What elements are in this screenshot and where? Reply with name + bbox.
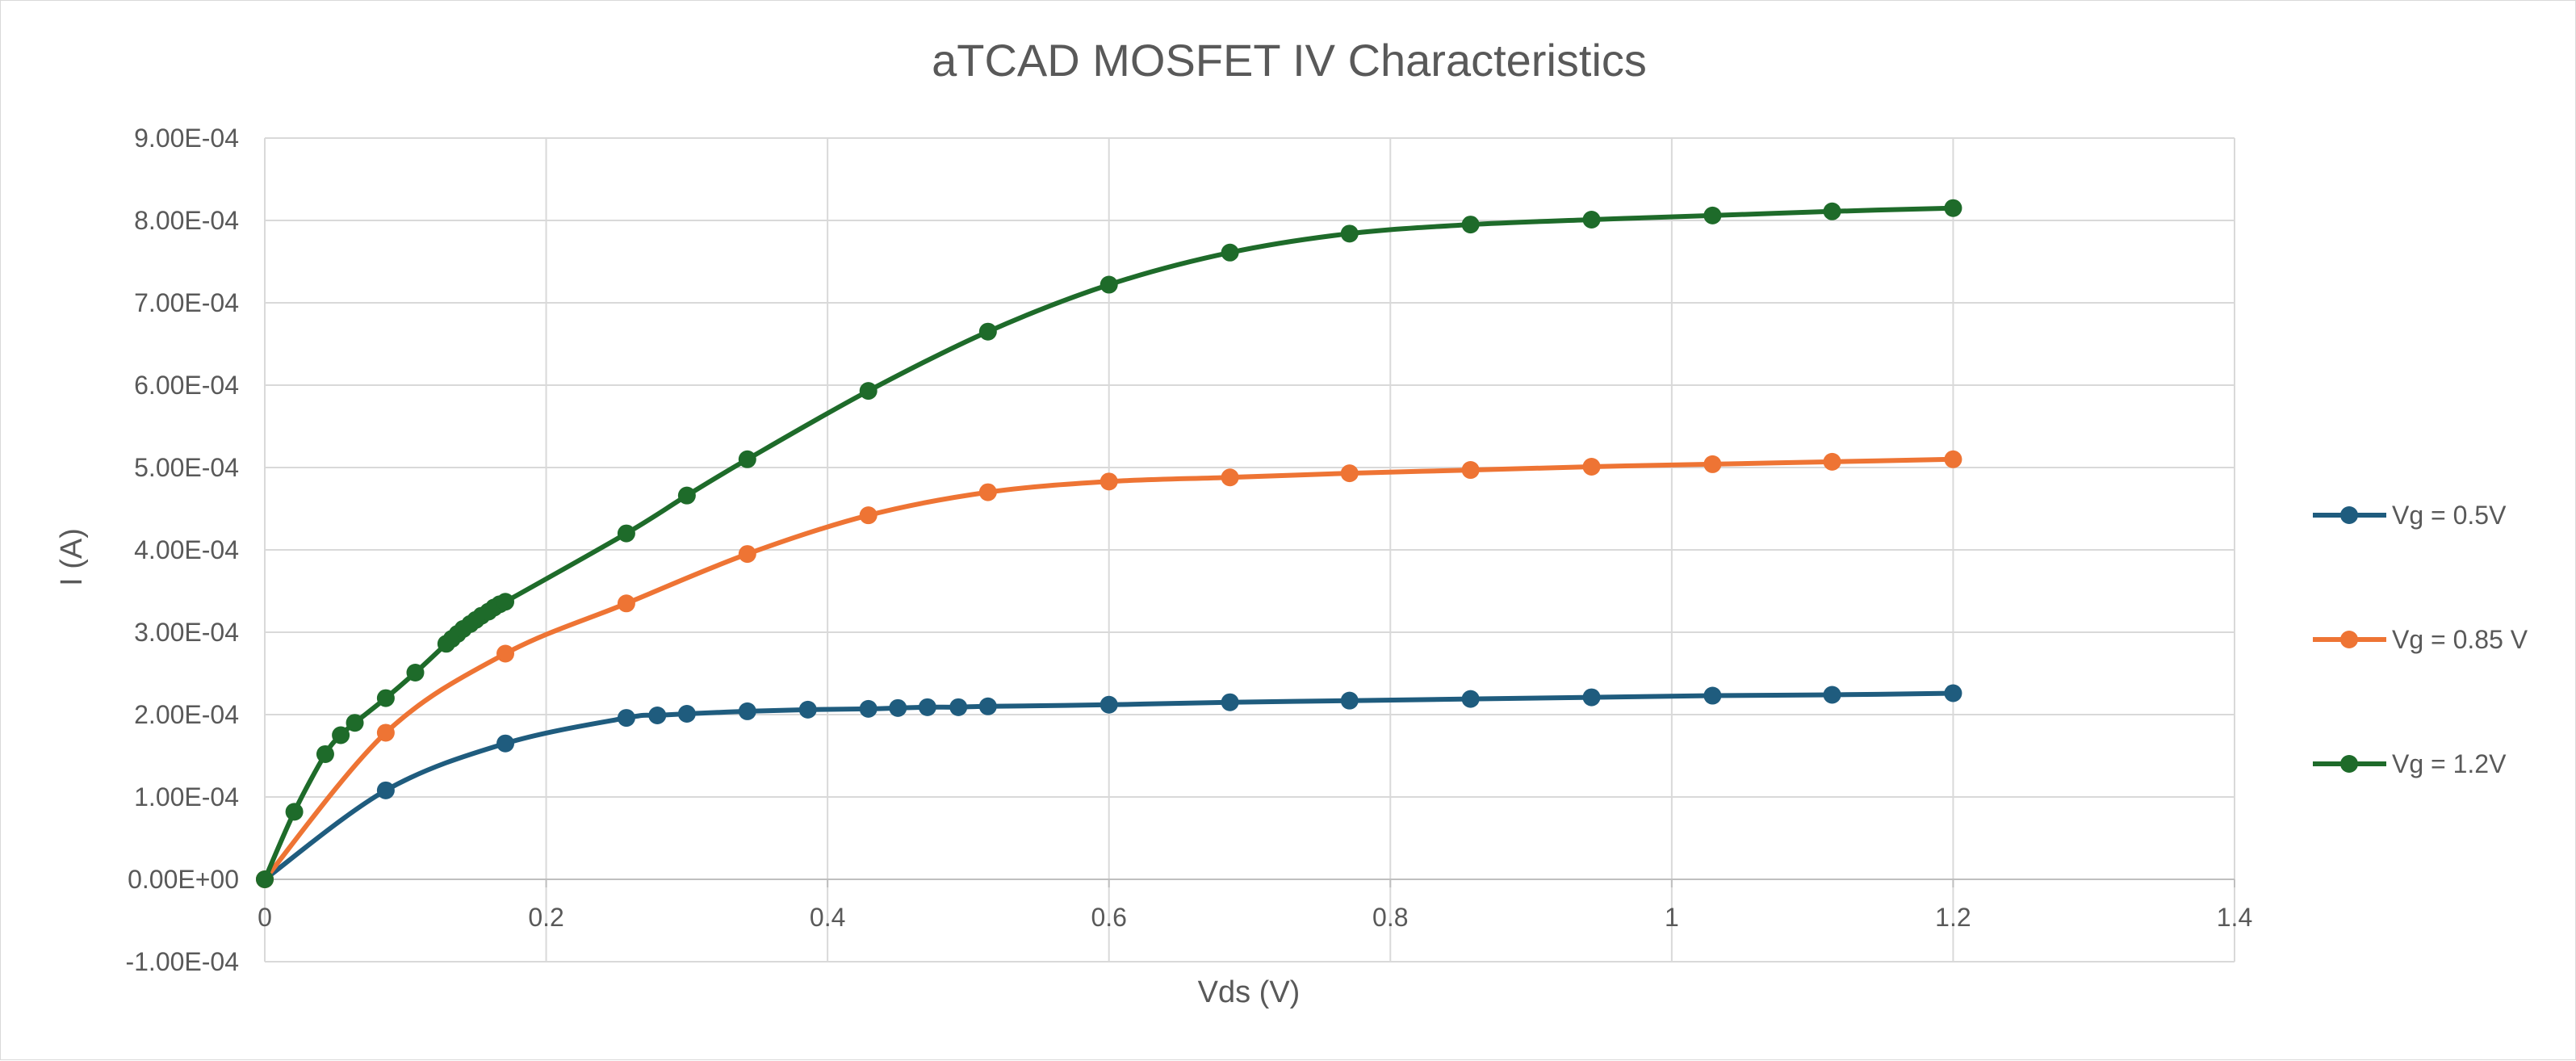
y-tick-label: 5.00E-04: [134, 453, 239, 482]
data-point: [738, 450, 756, 468]
data-point: [648, 707, 667, 725]
y-tick-label: 9.00E-04: [134, 124, 239, 153]
legend-label: Vg = 1.2V: [2392, 749, 2507, 778]
data-point: [617, 709, 635, 728]
data-point: [1582, 210, 1601, 229]
data-point: [859, 699, 878, 718]
series-2: [256, 450, 1962, 888]
data-point: [1823, 202, 1841, 220]
y-tick-label: 8.00E-04: [134, 206, 239, 235]
x-tick-label: 0: [258, 903, 272, 932]
data-point: [1823, 452, 1841, 471]
data-point: [316, 744, 334, 763]
legend-marker: [2340, 506, 2358, 524]
y-tick-label: 4.00E-04: [134, 535, 239, 564]
data-point: [1582, 457, 1601, 476]
data-point: [1340, 464, 1359, 483]
data-point: [1582, 688, 1601, 707]
data-point: [406, 663, 425, 681]
data-point: [1340, 691, 1359, 710]
x-tick-label: 0.6: [1091, 903, 1126, 932]
data-point: [1100, 275, 1118, 294]
y-tick-label: 1.00E-04: [134, 782, 239, 811]
series-1: [256, 684, 1962, 888]
data-point: [346, 714, 364, 732]
legend-item: Vg = 1.2V: [2313, 749, 2507, 778]
x-tick-label: 1.2: [1935, 903, 1971, 932]
x-tick-label: 1.4: [2217, 903, 2252, 932]
data-point: [918, 698, 936, 716]
legend-item: Vg = 0.85 V: [2313, 625, 2528, 654]
data-point: [1461, 216, 1480, 234]
data-point: [978, 322, 997, 341]
legend-marker: [2340, 755, 2358, 773]
data-point: [1461, 461, 1480, 480]
data-point: [738, 545, 756, 564]
data-point: [285, 803, 304, 821]
y-axis-title: I (A): [55, 528, 89, 586]
data-point: [1944, 199, 1962, 217]
data-point: [1461, 690, 1480, 708]
data-point: [496, 644, 515, 663]
axes: [264, 879, 2235, 887]
data-point: [889, 698, 907, 717]
x-tick-label: 0.4: [810, 903, 845, 932]
data-point: [376, 689, 395, 707]
y-tick-label: 0.00E+00: [128, 865, 239, 894]
data-point: [949, 698, 968, 716]
data-point: [738, 702, 756, 720]
gridlines: [264, 137, 2235, 962]
data-point: [1703, 455, 1722, 473]
y-tick-label: 7.00E-04: [134, 288, 239, 317]
data-point: [617, 524, 635, 543]
tick-labels: -1.00E-04 0.00E+00 1.00E-04 2.00E-04 3.00E-0…: [125, 124, 2252, 976]
data-point: [376, 723, 395, 742]
data-point: [1100, 472, 1118, 491]
data-point: [1703, 206, 1722, 224]
data-point: [1221, 693, 1239, 711]
data-point: [677, 486, 696, 505]
data-point: [1703, 686, 1722, 705]
data-point: [1100, 695, 1118, 714]
data-point: [1944, 684, 1962, 702]
legend-item: Vg = 0.5V: [2313, 501, 2507, 530]
data-point: [859, 382, 878, 400]
plot-series: [256, 199, 1962, 888]
legend-marker: [2340, 631, 2358, 648]
data-point: [859, 506, 878, 525]
y-tick-label: 6.00E-04: [134, 371, 239, 400]
legend-label: Vg = 0.85 V: [2392, 625, 2528, 654]
data-point: [1823, 686, 1841, 704]
y-tick-label: 2.00E-04: [134, 700, 239, 729]
data-point: [376, 781, 395, 799]
data-point: [798, 700, 817, 719]
series-3: [256, 199, 1962, 888]
data-point: [1944, 450, 1962, 468]
data-point: [1221, 243, 1239, 262]
y-tick-label: -1.00E-04: [125, 947, 239, 976]
data-point: [677, 704, 696, 723]
x-tick-label: 1: [1665, 903, 1679, 932]
data-point: [496, 734, 515, 753]
data-point: [256, 870, 274, 888]
chart-title: aTCAD MOSFET IV Characteristics: [932, 35, 1647, 86]
legend-label: Vg = 0.5V: [2392, 501, 2507, 530]
x-axis-title: Vds (V): [1198, 975, 1301, 1009]
legend: Vg = 0.5V Vg = 0.85 V Vg = 1.2V: [2313, 501, 2528, 778]
data-point: [1340, 224, 1359, 243]
x-tick-label: 0.8: [1372, 903, 1408, 932]
x-tick-label: 0.2: [528, 903, 563, 932]
data-point: [496, 593, 515, 611]
data-point: [978, 483, 997, 501]
data-point: [617, 594, 635, 613]
data-point: [332, 726, 350, 744]
y-tick-label: 3.00E-04: [134, 618, 239, 647]
data-point: [1221, 468, 1239, 487]
data-point: [978, 697, 997, 715]
